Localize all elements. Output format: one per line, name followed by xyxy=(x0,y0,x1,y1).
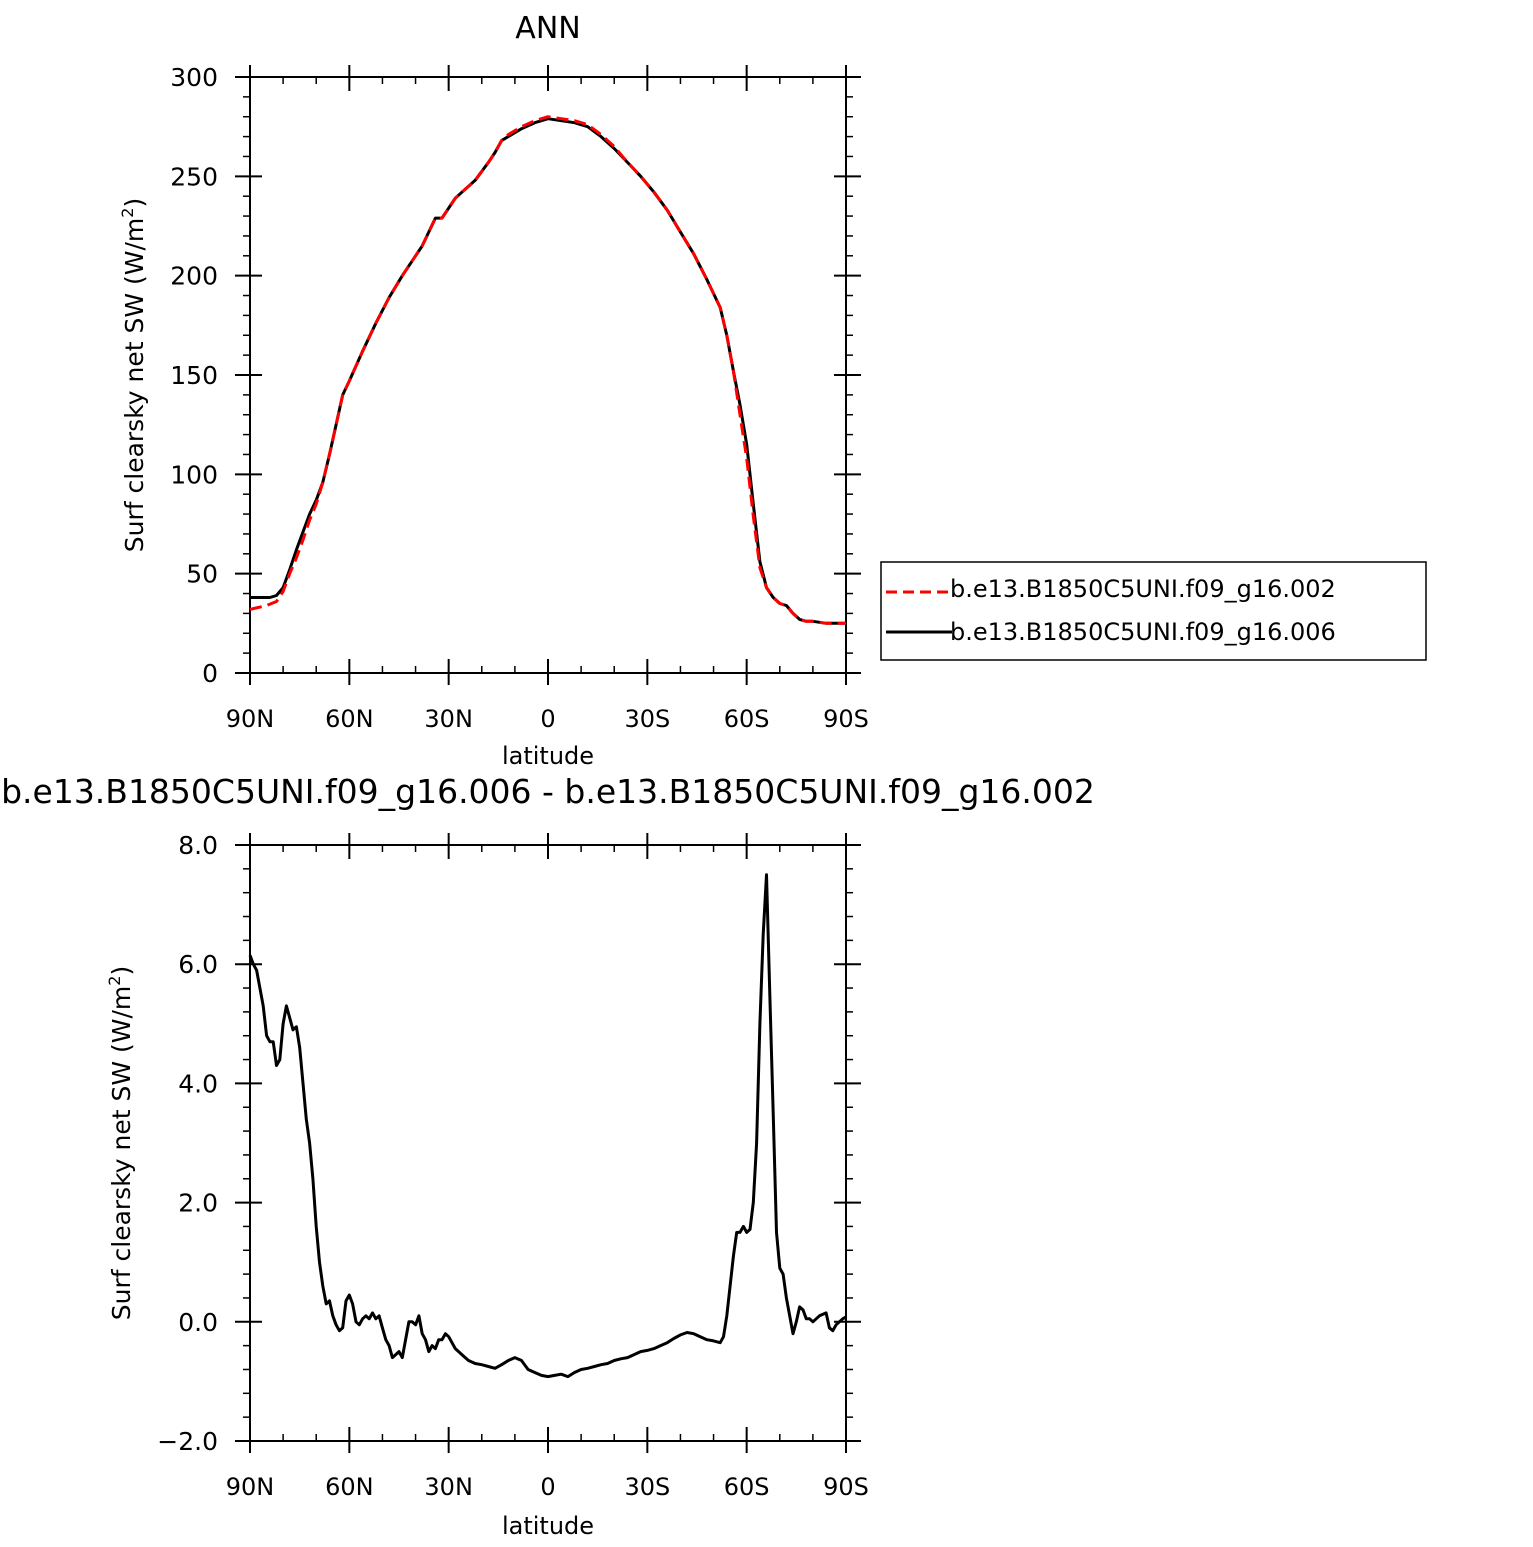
x-tick-label: 60N xyxy=(325,1473,374,1501)
legend-box xyxy=(880,561,1427,661)
x-tick-label: 90S xyxy=(823,1473,869,1501)
x-tick-label: 0 xyxy=(540,1473,555,1501)
chart-bottom-title: b.e13.B1850C5UNI.f09_g16.006 - b.e13.B18… xyxy=(1,772,1095,811)
chart-bottom-series xyxy=(248,873,847,1379)
chart-bottom-frame xyxy=(249,844,847,1442)
series-line-1 xyxy=(249,115,846,625)
y-tick-label: 250 xyxy=(170,162,218,191)
y-tick-label: 8.0 xyxy=(178,831,218,860)
y-tick-label: 200 xyxy=(170,262,218,291)
x-tick-label: 0 xyxy=(540,705,555,733)
y-tick-label: 100 xyxy=(170,460,218,489)
y-tick-label: 2.0 xyxy=(178,1189,218,1218)
x-tick-label: 30S xyxy=(624,1473,670,1501)
x-tick-label: 30S xyxy=(624,705,670,733)
chart-top: ANN 90N 60N 30N 0 30S 60S 90S 0 50 100 150 200 250 30… xyxy=(118,11,1427,770)
y-tick-label: 0 xyxy=(202,659,218,688)
series-line-2 xyxy=(250,117,846,625)
y-tick-label: 4.0 xyxy=(178,1069,218,1098)
x-tick-label: 60S xyxy=(724,705,770,733)
x-tick-label: 90N xyxy=(226,705,275,733)
chart-top-xlabel: latitude xyxy=(502,742,594,770)
x-tick-label: 30N xyxy=(424,705,473,733)
chart-top-series xyxy=(249,115,846,625)
y-tick-label: 6.0 xyxy=(178,950,218,979)
y-tick-label: −2.0 xyxy=(157,1427,218,1456)
y-tick-label: 300 xyxy=(170,63,218,92)
chart-top-ylabel: Surf clearsky net SW (W/m2) xyxy=(118,198,149,552)
chart-top-frame xyxy=(249,76,847,674)
chart-top-ticks: 90N 60N 30N 0 30S 60S 90S 0 50 100 150 200 250 300 xyxy=(170,63,869,733)
chart-bottom: b.e13.B1850C5UNI.f09_g16.006 - b.e13.B18… xyxy=(1,772,1095,1540)
chart-top-legend: b.e13.B1850C5UNI.f09_g16.002 b.e13.B1850… xyxy=(880,561,1427,661)
y-tick-label: 50 xyxy=(186,560,218,589)
chart-top-title: ANN xyxy=(515,11,580,46)
chart-bottom-ticks: 90N 60N 30N 0 30S 60S 90S −2.0 0.0 2.0 4.0 6.0 8.0 xyxy=(157,831,869,1501)
chart-bottom-ylabel: Surf clearsky net SW (W/m2) xyxy=(105,966,136,1320)
y-tick-label: 150 xyxy=(170,361,218,390)
x-tick-label: 60S xyxy=(724,1473,770,1501)
series-line-1 xyxy=(248,873,847,1379)
chart-bottom-xlabel: latitude xyxy=(502,1512,594,1540)
x-tick-label: 60N xyxy=(325,705,374,733)
y-tick-label: 0.0 xyxy=(178,1308,218,1337)
x-tick-label: 90S xyxy=(823,705,869,733)
x-tick-label: 90N xyxy=(226,1473,275,1501)
legend-label-series-1: b.e13.B1850C5UNI.f09_g16.002 xyxy=(950,575,1336,603)
legend-label-series-2: b.e13.B1850C5UNI.f09_g16.006 xyxy=(950,618,1336,646)
x-tick-label: 30N xyxy=(424,1473,473,1501)
